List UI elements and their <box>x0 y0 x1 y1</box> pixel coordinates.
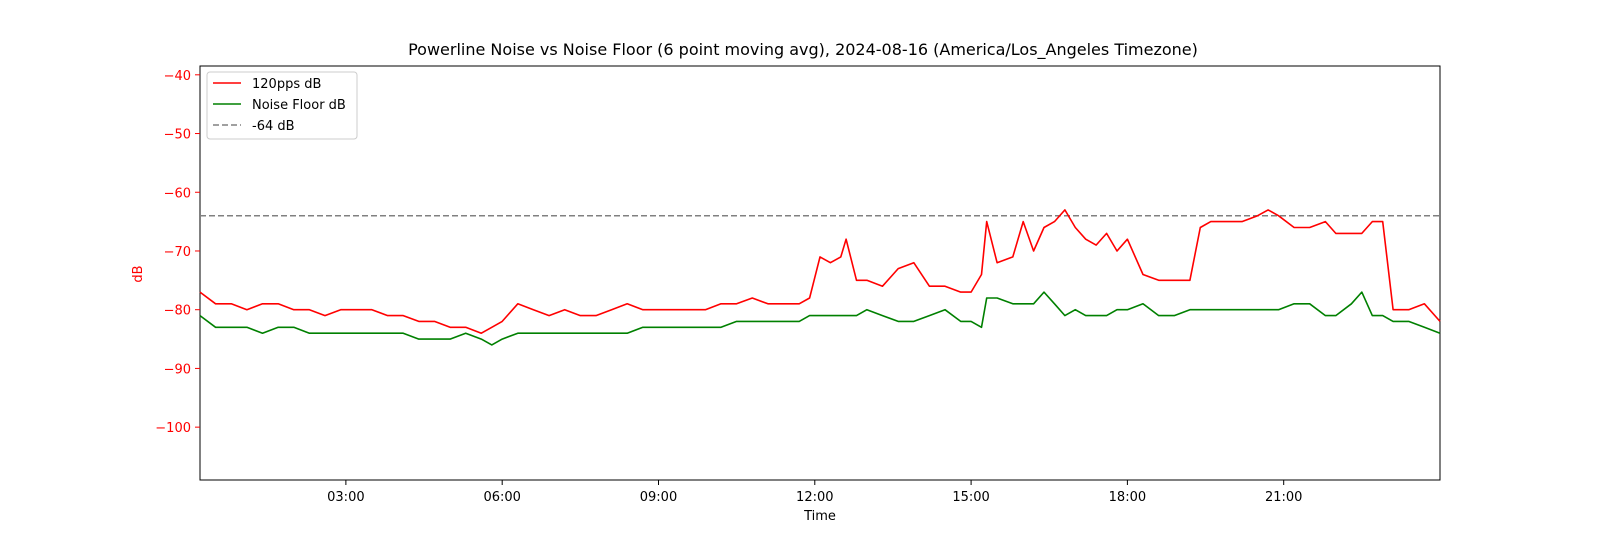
x-axis-title: Time <box>803 509 836 524</box>
series-lines <box>199 209 1441 346</box>
series-line <box>199 209 1441 335</box>
y-tick-label: −60 <box>164 186 191 201</box>
y-tick-label: −40 <box>164 69 191 84</box>
chart-title: Powerline Noise vs Noise Floor (6 point … <box>408 40 1198 60</box>
legend-frame <box>206 71 358 140</box>
x-tick-label: 18:00 <box>1109 490 1146 505</box>
x-tick-label: 06:00 <box>483 490 520 505</box>
legend-label: -64 dB <box>252 119 295 134</box>
series-line <box>199 291 1441 346</box>
legend: 120pps dB Noise Floor dB -64 dB <box>206 71 358 140</box>
y-tick-label: −50 <box>164 128 191 143</box>
x-tick-label: 03:00 <box>327 490 364 505</box>
legend-label: 120pps dB <box>252 77 321 92</box>
plot-area <box>199 65 1441 481</box>
plot-frame <box>199 65 1441 481</box>
y-tick-label: −90 <box>164 362 191 377</box>
x-tick-label: 09:00 <box>640 490 677 505</box>
x-tick-label: 12:00 <box>796 490 833 505</box>
legend-label: Noise Floor dB <box>252 98 346 113</box>
x-tick-label: 15:00 <box>952 490 989 505</box>
y-tick-label: −70 <box>164 245 191 260</box>
y-axis-title: dB <box>131 265 146 282</box>
x-axis: 03:00 06:00 09:00 12:00 15:00 18:00 21:00 <box>327 480 1302 505</box>
y-tick-label: −100 <box>155 421 191 436</box>
y-axis: −40 −50 −60 −70 −80 −90 −100 <box>155 69 200 436</box>
y-tick-label: −80 <box>164 304 191 319</box>
x-tick-label: 21:00 <box>1265 490 1302 505</box>
